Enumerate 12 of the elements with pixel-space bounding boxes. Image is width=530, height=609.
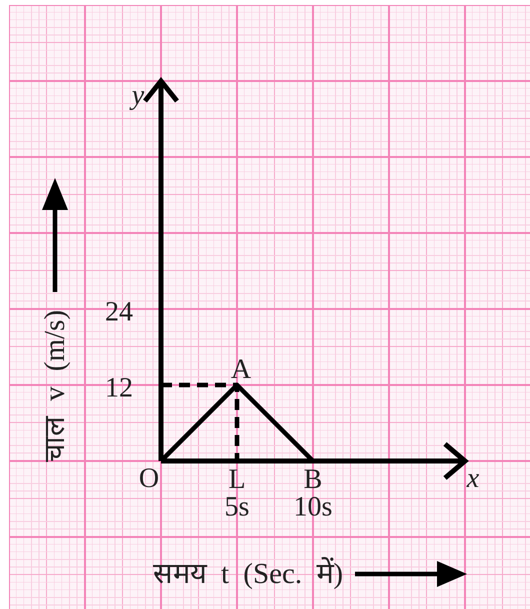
annotation: B (304, 464, 322, 494)
y-axis-title: चाल v (m/s) (39, 310, 71, 462)
x-tick-label: 5s (224, 492, 250, 522)
annotation: O (138, 462, 160, 494)
x-axis-title: समय t (Sec. में) (152, 557, 343, 590)
x-tick-label: 10s (294, 492, 332, 522)
annotation: L (228, 464, 246, 494)
y-tick-label: 12 (105, 372, 133, 404)
text: x (466, 462, 480, 494)
annotation: A (230, 354, 252, 384)
text: y (128, 80, 145, 110)
y-tick-label: 24 (105, 296, 133, 328)
